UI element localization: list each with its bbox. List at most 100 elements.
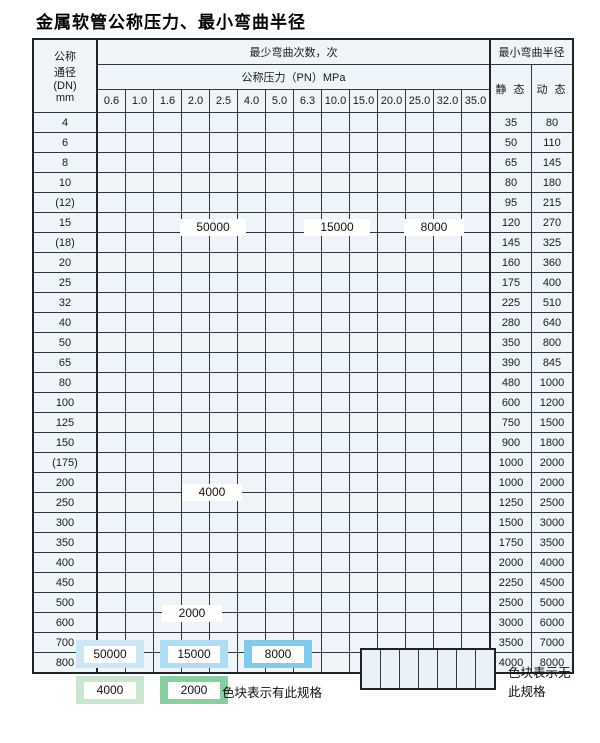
cell-dn: 50	[32, 332, 98, 353]
table-row: 100 600 1200	[32, 392, 574, 413]
table-row: 25 175 400	[32, 272, 574, 293]
cell-pressure	[405, 412, 434, 433]
cell-dynamic-radius: 110	[531, 132, 574, 153]
cell-pressure	[293, 532, 322, 553]
cell-static-radius: 65	[489, 152, 532, 173]
cell-static-radius: 120	[489, 212, 532, 233]
cell-pressure	[96, 432, 126, 453]
cell-pressure	[125, 472, 154, 493]
cell-pressure	[461, 252, 491, 273]
cell-dynamic-radius: 510	[531, 292, 574, 313]
header-pressure-col: 1.0	[125, 89, 154, 113]
cell-pressure	[349, 112, 378, 133]
cell-pressure	[293, 572, 322, 593]
cell-static-radius: 2250	[489, 572, 532, 593]
cell-dynamic-radius: 180	[531, 172, 574, 193]
cell-pressure	[181, 112, 210, 133]
cell-pressure	[293, 492, 322, 513]
cell-pressure	[349, 572, 378, 593]
cell-pressure	[96, 292, 126, 313]
cell-pressure	[321, 152, 350, 173]
table-row: (18) 145 325	[32, 232, 574, 253]
cell-pressure	[96, 552, 126, 573]
cell-pressure	[125, 592, 154, 613]
table-row: (12) 95 215	[32, 192, 574, 213]
no-spec-cell	[476, 650, 494, 688]
cell-pressure	[209, 572, 238, 593]
cell-pressure	[321, 572, 350, 593]
cell-dynamic-radius: 8000	[531, 652, 574, 674]
cell-pressure	[461, 392, 491, 413]
cell-pressure	[293, 612, 322, 633]
cell-pressure	[237, 512, 266, 533]
header-pressure-col: 32.0	[433, 89, 462, 113]
cell-pressure	[433, 492, 462, 513]
cell-pressure	[461, 552, 491, 573]
cell-pressure	[349, 152, 378, 173]
cell-pressure	[96, 592, 126, 613]
cell-pressure	[433, 132, 462, 153]
cell-pressure	[349, 432, 378, 453]
cell-dn: 6	[32, 132, 98, 153]
cell-pressure	[405, 572, 434, 593]
table-row: 32 225 510	[32, 292, 574, 313]
cell-pressure	[125, 112, 154, 133]
overlay-value-label: 4000	[182, 484, 242, 501]
cell-pressure	[237, 272, 266, 293]
cell-pressure	[209, 232, 238, 253]
cell-pressure	[349, 492, 378, 513]
cell-pressure	[265, 452, 294, 473]
cell-pressure	[433, 472, 462, 493]
cell-dn: 40	[32, 312, 98, 333]
cell-dn: 150	[32, 432, 98, 453]
cell-pressure	[153, 432, 182, 453]
cell-static-radius: 390	[489, 352, 532, 373]
cell-pressure	[265, 492, 294, 513]
cell-static-radius: 900	[489, 432, 532, 453]
cell-pressure	[405, 232, 434, 253]
cell-pressure	[181, 332, 210, 353]
cell-static-radius: 1750	[489, 532, 532, 553]
cell-static-radius: 50	[489, 132, 532, 153]
cell-pressure	[125, 252, 154, 273]
cell-pressure	[153, 392, 182, 413]
cell-pressure	[377, 232, 406, 253]
cell-pressure	[405, 252, 434, 273]
cell-pressure	[293, 432, 322, 453]
cell-pressure	[433, 512, 462, 533]
cell-pressure	[209, 332, 238, 353]
legend-swatch: 4000	[76, 676, 144, 704]
overlay-value-label: 50000	[180, 219, 246, 236]
cell-pressure	[293, 152, 322, 173]
table-row: 500 2500 5000	[32, 592, 574, 613]
cell-pressure	[293, 272, 322, 293]
cell-dynamic-radius: 1800	[531, 432, 574, 453]
cell-pressure	[405, 352, 434, 373]
cell-dynamic-radius: 6000	[531, 612, 574, 633]
table-row: 80 480 1000	[32, 372, 574, 393]
cell-pressure	[349, 412, 378, 433]
cell-pressure	[209, 112, 238, 133]
cell-pressure	[237, 352, 266, 373]
cell-static-radius: 225	[489, 292, 532, 313]
cell-pressure	[209, 532, 238, 553]
header-pressure-col: 10.0	[321, 89, 350, 113]
cell-pressure	[181, 132, 210, 153]
cell-pressure	[265, 292, 294, 313]
cell-dynamic-radius: 845	[531, 352, 574, 373]
table-row: 350 1750 3500	[32, 532, 574, 553]
cell-pressure	[349, 552, 378, 573]
no-spec-cell	[381, 650, 400, 688]
header-pressure-col: 5.0	[265, 89, 294, 113]
cell-pressure	[293, 392, 322, 413]
cell-pressure	[433, 332, 462, 353]
cell-pressure	[265, 172, 294, 193]
cell-dn: 500	[32, 592, 98, 613]
cell-pressure	[349, 392, 378, 413]
cell-dn: 200	[32, 472, 98, 493]
no-spec-cell	[362, 650, 381, 688]
cell-pressure	[181, 292, 210, 313]
cell-pressure	[265, 352, 294, 373]
cell-pressure	[265, 112, 294, 133]
cell-pressure	[377, 172, 406, 193]
